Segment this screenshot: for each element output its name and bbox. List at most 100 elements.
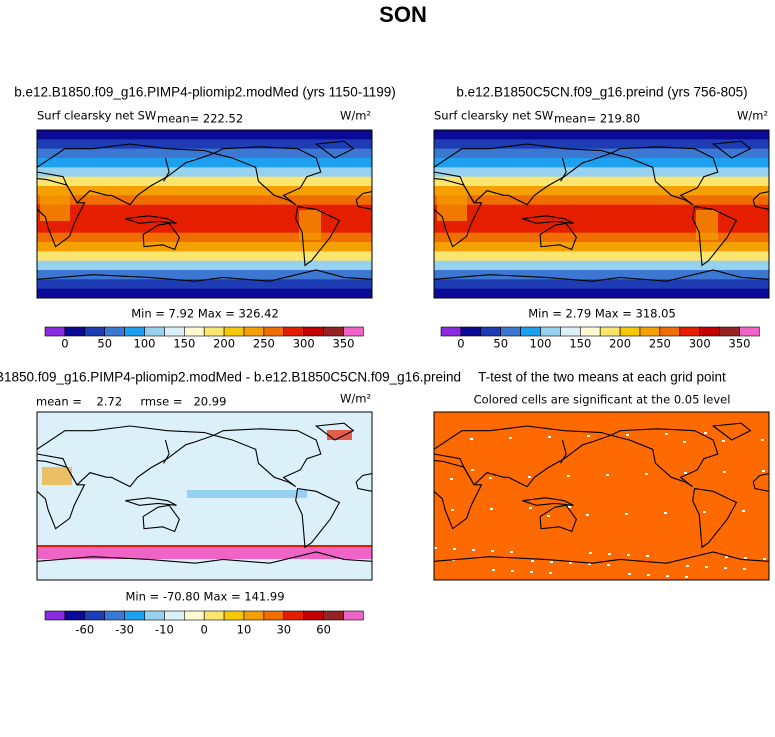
- insignificant-cell: [723, 471, 726, 473]
- colorbar-box: [243, 610, 265, 621]
- colorbar-box: [560, 326, 581, 337]
- land-patch: [696, 210, 718, 240]
- insignificant-cell: [472, 549, 475, 551]
- map-band: [434, 195, 769, 206]
- colorbar-label: 0: [201, 623, 208, 637]
- colorbar-label: 350: [729, 337, 751, 351]
- insignificant-cell: [549, 572, 552, 574]
- map: [433, 411, 770, 581]
- colorbar-box: [540, 326, 561, 337]
- insignificant-cell: [491, 550, 494, 552]
- colorbar-label: 250: [253, 337, 275, 351]
- insignificant-cell: [568, 506, 571, 508]
- insignificant-cell: [528, 476, 531, 478]
- insignificant-cell: [722, 440, 725, 442]
- map-bg: [434, 412, 769, 580]
- insignificant-cell: [588, 563, 591, 565]
- colorbar-label: 10: [237, 623, 252, 637]
- note: Colored cells are significant at the 0.0…: [474, 393, 731, 407]
- colorbar-box: [739, 326, 760, 337]
- panel: b.e12.B1850.f09_g16.PIMP4-pliomip2.modMe…: [0, 370, 461, 637]
- colorbar-box: [144, 326, 165, 337]
- land-patch: [437, 186, 467, 221]
- insignificant-cell: [531, 560, 534, 562]
- map: [36, 411, 373, 581]
- land-patch: [299, 210, 321, 240]
- min-max: Min = -70.80 Max = 141.99: [125, 590, 284, 604]
- map-band: [434, 158, 769, 168]
- colorbar-box: [104, 326, 125, 337]
- anomaly: [42, 467, 72, 485]
- insignificant-cell: [684, 472, 687, 474]
- insignificant-cell: [645, 473, 648, 475]
- colorbar-box: [323, 610, 344, 621]
- colorbar-box: [500, 326, 521, 337]
- map-band: [37, 260, 372, 271]
- insignificant-cell: [492, 569, 495, 571]
- panel-title: b.e12.B1850.f09_g16.PIMP4-pliomip2.modMe…: [0, 370, 461, 385]
- insignificant-cell: [705, 566, 708, 568]
- colorbar-box: [343, 326, 364, 337]
- colorbar-box: [639, 326, 661, 337]
- map-band: [37, 130, 372, 140]
- units: W/m²: [737, 109, 768, 123]
- colorbar-label: -10: [155, 623, 174, 637]
- mean: mean= 222.52: [157, 112, 243, 126]
- map: [433, 129, 770, 299]
- insignificant-cell: [548, 436, 551, 438]
- map-frame: [36, 411, 373, 581]
- colorbar-box: [44, 610, 66, 621]
- colorbar-box: [303, 326, 324, 337]
- colorbar-box: [263, 610, 285, 621]
- colorbar-box: [579, 326, 601, 337]
- colorbar-label: 200: [609, 337, 631, 351]
- map-band: [434, 176, 769, 187]
- insignificant-cell: [608, 553, 611, 555]
- colorbar-box: [203, 326, 225, 337]
- panel-title: b.e12.B1850.f09_g16.PIMP4-pliomip2.modMe…: [14, 85, 395, 100]
- insignificant-cell: [489, 477, 492, 479]
- insignificant-cell: [550, 561, 553, 563]
- insignificant-cell: [625, 513, 628, 515]
- map-band: [434, 242, 769, 252]
- insignificant-cell: [664, 512, 667, 514]
- insignificant-cell: [471, 469, 474, 471]
- min-max: Min = 2.79 Max = 318.05: [528, 307, 676, 321]
- colorbar-box: [84, 326, 106, 337]
- insignificant-cell: [665, 433, 668, 435]
- insignificant-cell: [490, 508, 493, 510]
- colorbar-box: [104, 610, 125, 621]
- insignificant-cell: [744, 557, 747, 559]
- map-frame: [433, 411, 770, 581]
- map-band: [434, 251, 769, 262]
- panel: b.e12.B1850C5CN.f09_g16.preind (yrs 756-…: [433, 85, 770, 351]
- colorbar-box: [243, 326, 265, 337]
- colorbar-label: 300: [293, 337, 315, 351]
- insignificant-cell: [470, 438, 473, 440]
- map-band: [434, 270, 769, 280]
- units: W/m²: [340, 109, 371, 123]
- colorbar-box: [64, 610, 86, 621]
- colorbar-label: 200: [213, 337, 235, 351]
- insignificant-cell: [589, 552, 592, 554]
- colorbar-box: [699, 326, 720, 337]
- insignificant-cell: [453, 548, 456, 550]
- colorbar-box: [679, 326, 700, 337]
- map-band: [434, 130, 769, 140]
- colorbar-label: 0: [457, 337, 464, 351]
- map-frame: [433, 129, 770, 299]
- insignificant-cell: [627, 554, 630, 556]
- insignificant-cell: [647, 574, 650, 576]
- map-band: [434, 204, 769, 215]
- map-band: [37, 232, 372, 243]
- insignificant-cell: [703, 511, 706, 513]
- insignificant-cell: [742, 510, 745, 512]
- map-band: [37, 139, 372, 150]
- insignificant-cell: [434, 547, 437, 549]
- colorbar-box: [619, 326, 641, 337]
- colorbar-label: 350: [333, 337, 355, 351]
- insignificant-cell: [509, 437, 512, 439]
- map-band: [37, 158, 372, 168]
- map-band: [37, 176, 372, 187]
